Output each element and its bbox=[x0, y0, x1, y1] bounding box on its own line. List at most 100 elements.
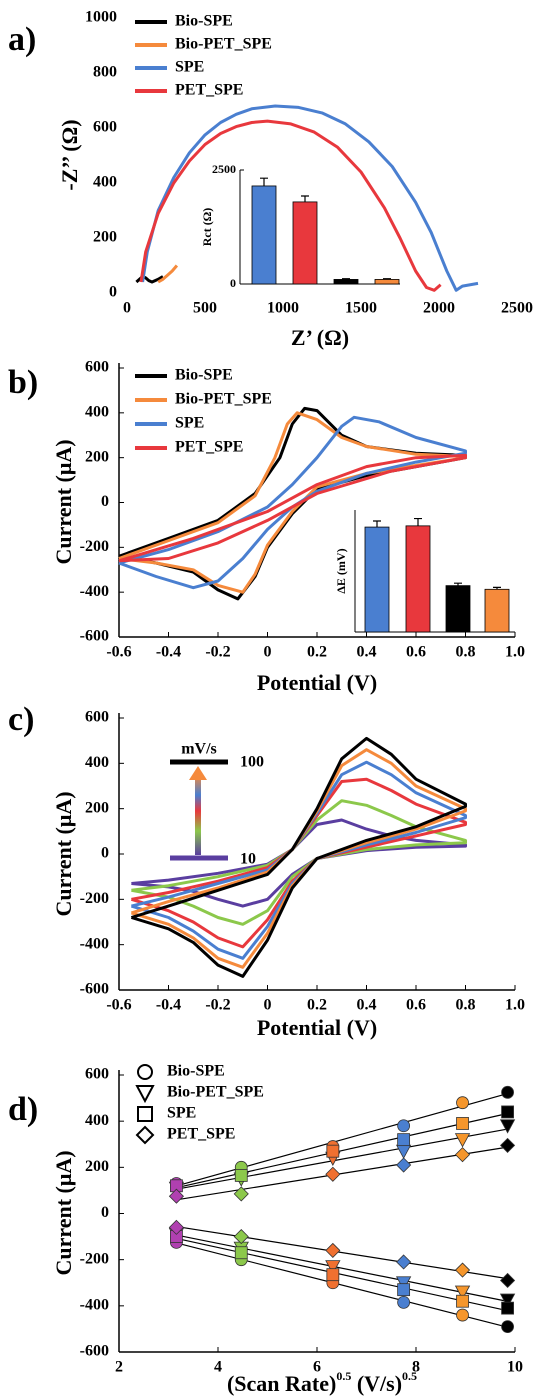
curve bbox=[139, 119, 442, 292]
y-tick-label: 200 bbox=[85, 1158, 109, 1175]
fit-line bbox=[176, 1112, 508, 1189]
inset-y-tick-label: 0 bbox=[230, 276, 236, 290]
legend-label: Bio-PET_SPE bbox=[167, 1084, 264, 1101]
curve bbox=[157, 264, 179, 284]
legend-label: PET_SPE bbox=[167, 1126, 235, 1143]
curve bbox=[130, 777, 467, 949]
x-axis-label: Potential (V) bbox=[257, 670, 377, 695]
error-bar bbox=[493, 586, 501, 590]
y-axis-label: Current (μA) bbox=[51, 439, 76, 564]
inset-y-label: ΔE (mV) bbox=[334, 548, 348, 593]
x-tick-label: 2000 bbox=[423, 300, 455, 317]
point bbox=[454, 1147, 471, 1163]
y-tick-label: -600 bbox=[80, 981, 109, 998]
point bbox=[326, 1144, 340, 1158]
point bbox=[454, 1133, 471, 1148]
error-bar bbox=[383, 278, 391, 280]
bar bbox=[333, 279, 359, 285]
x-axis-label-part: 0.5 bbox=[402, 1369, 417, 1383]
error-bar bbox=[373, 520, 381, 528]
point bbox=[500, 1272, 516, 1289]
legend-label: SPE bbox=[175, 59, 204, 76]
x-tick-label: 0 bbox=[264, 997, 272, 1014]
x-axis-label: Potential (V) bbox=[257, 1015, 377, 1040]
x-tick-label: 0.8 bbox=[456, 644, 476, 661]
y-tick-label: -600 bbox=[80, 628, 109, 645]
x-axis-label-part: 0.5 bbox=[336, 1369, 351, 1383]
point bbox=[454, 1285, 471, 1300]
x-tick-label: 0.2 bbox=[307, 644, 327, 661]
fit-line bbox=[176, 1242, 508, 1328]
legend-label: SPE bbox=[167, 1105, 196, 1122]
y-tick-label: 600 bbox=[93, 119, 117, 136]
error-bar bbox=[414, 517, 422, 526]
y-tick-label: 200 bbox=[85, 799, 109, 816]
legend-label: Bio-SPE bbox=[175, 13, 233, 30]
x-tick-label: -0.4 bbox=[156, 997, 181, 1014]
error-bar bbox=[260, 177, 268, 186]
panel-label: d) bbox=[8, 1091, 38, 1128]
x-axis-label-part: (Scan Rate) bbox=[227, 1371, 336, 1396]
legend-marker bbox=[137, 1064, 153, 1080]
x-axis-label: (Scan Rate)0.5 (V/s)0.5 bbox=[227, 1369, 417, 1396]
x-tick-label: 0.4 bbox=[357, 997, 377, 1014]
point bbox=[501, 1301, 514, 1315]
point bbox=[501, 1320, 514, 1334]
error-bar bbox=[454, 582, 462, 586]
point bbox=[499, 1293, 516, 1308]
scale-low: 10 bbox=[240, 851, 256, 868]
x-tick-label: 2 bbox=[115, 1359, 123, 1376]
x-tick-label: 0 bbox=[123, 300, 131, 317]
x-tick-label: -0.6 bbox=[106, 644, 131, 661]
x-tick-label: 2500 bbox=[501, 300, 533, 317]
point bbox=[499, 1119, 516, 1134]
point bbox=[234, 1246, 248, 1260]
x-tick-label: -0.2 bbox=[205, 997, 230, 1014]
x-tick-label: -0.6 bbox=[106, 997, 131, 1014]
scale-unit: mV/s bbox=[181, 741, 217, 758]
fit-line bbox=[176, 1234, 508, 1302]
legend-marker bbox=[137, 1106, 153, 1122]
y-tick-label: 0 bbox=[101, 845, 109, 862]
inset-y-label: Rct (Ω) bbox=[200, 208, 214, 247]
bar bbox=[364, 526, 390, 633]
curve bbox=[131, 799, 467, 926]
legend-label: PET_SPE bbox=[175, 439, 243, 456]
y-tick-label: -200 bbox=[80, 890, 109, 907]
legend-label: Bio-SPE bbox=[175, 367, 233, 384]
bar bbox=[251, 185, 277, 285]
legend-label: PET_SPE bbox=[175, 82, 243, 99]
x-tick-label: 0.6 bbox=[406, 997, 426, 1014]
scale-arrow-head bbox=[189, 766, 207, 780]
point bbox=[168, 1188, 184, 1204]
y-tick-label: -400 bbox=[80, 583, 109, 600]
legend-label: SPE bbox=[175, 415, 204, 432]
y-tick-label: 600 bbox=[85, 1066, 109, 1083]
fit-line bbox=[176, 1128, 508, 1190]
legend-marker bbox=[135, 1085, 155, 1104]
y-tick-label: 0 bbox=[101, 493, 109, 510]
point bbox=[500, 1137, 516, 1153]
x-tick-label: 8 bbox=[412, 1359, 420, 1376]
point bbox=[326, 1268, 340, 1282]
curve bbox=[141, 104, 479, 292]
point bbox=[456, 1117, 469, 1130]
point bbox=[456, 1294, 469, 1308]
legend-marker bbox=[135, 1125, 155, 1145]
fit-line bbox=[176, 1092, 508, 1187]
point bbox=[233, 1186, 249, 1202]
panel-label: a) bbox=[8, 21, 36, 58]
y-tick-label: 400 bbox=[85, 1112, 109, 1129]
y-tick-label: 800 bbox=[93, 64, 117, 81]
point bbox=[168, 1219, 184, 1235]
point bbox=[501, 1085, 514, 1099]
x-tick-label: 1.0 bbox=[505, 997, 525, 1014]
y-tick-label: 200 bbox=[93, 229, 117, 246]
bar bbox=[405, 525, 431, 633]
point bbox=[397, 1283, 411, 1297]
scale-high: 100 bbox=[240, 754, 264, 771]
point bbox=[395, 1144, 412, 1160]
panel-label: c) bbox=[8, 701, 34, 738]
x-tick-label: 10 bbox=[507, 1359, 523, 1376]
point bbox=[456, 1096, 469, 1110]
